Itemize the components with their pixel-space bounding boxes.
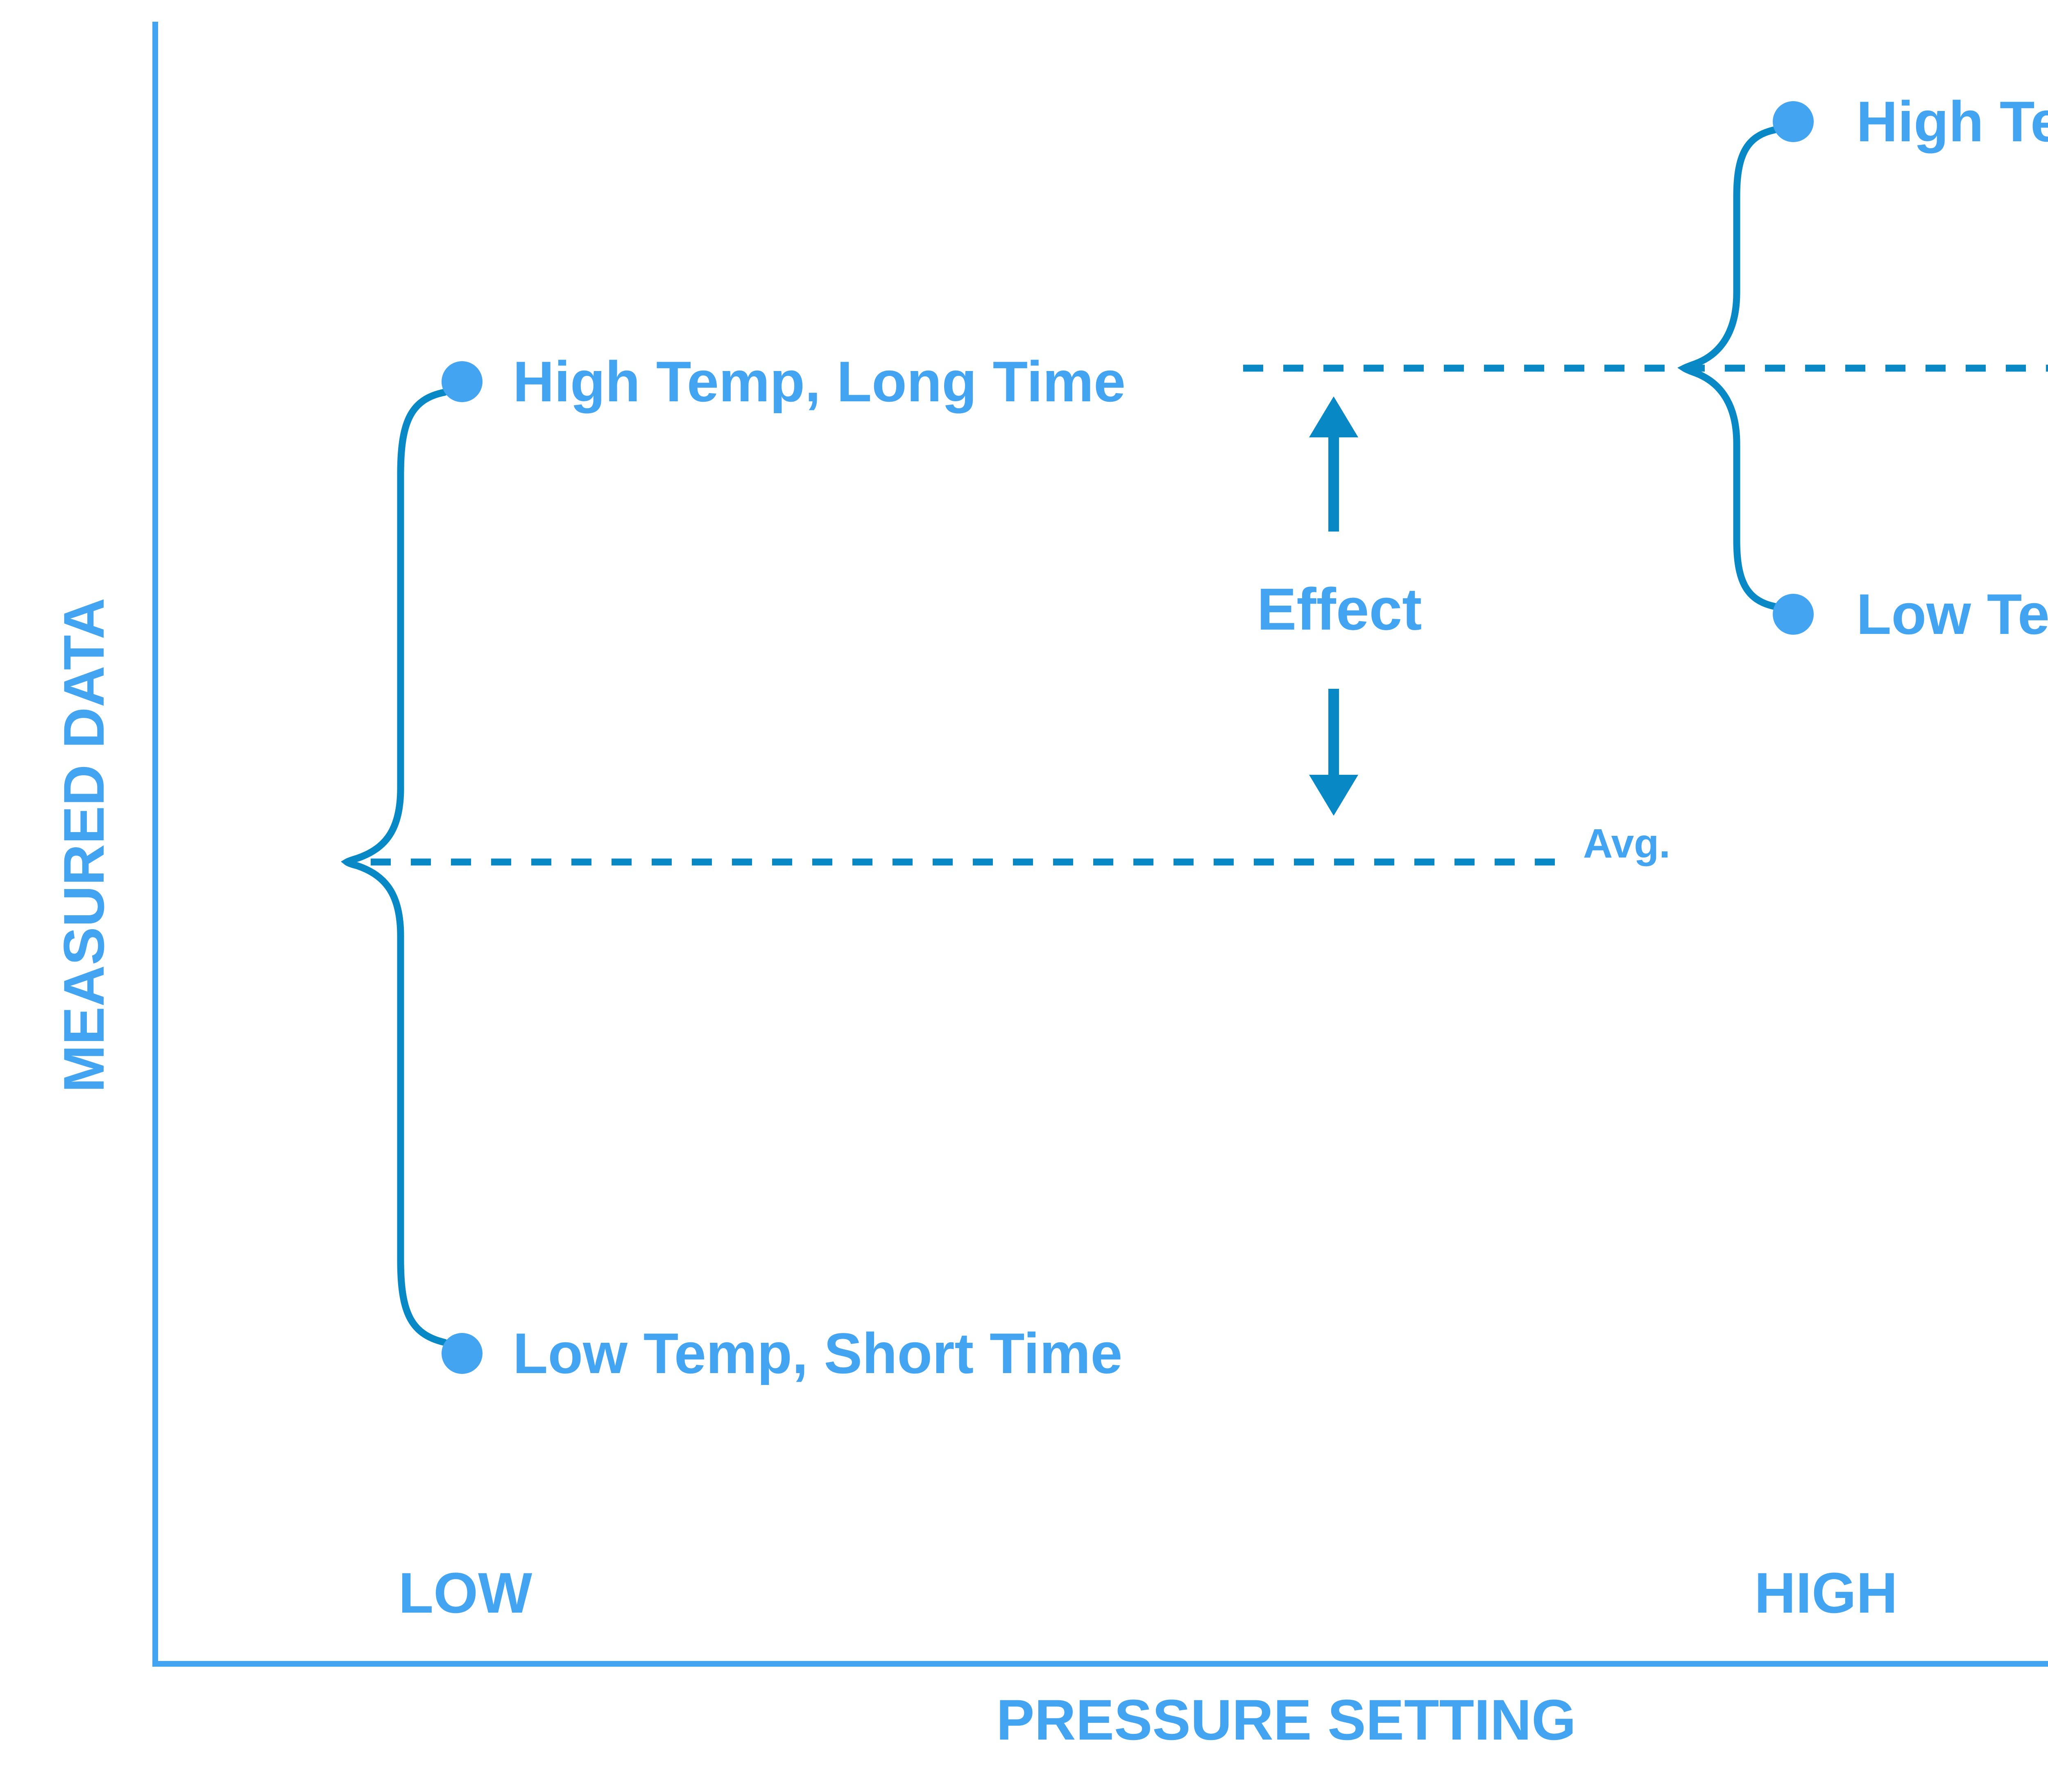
x-axis-title: PRESSURE SETTING — [996, 1688, 1576, 1752]
label-high-temp-short-time: High Temp, Short Time — [1856, 89, 2048, 154]
point-high-temp-short-time — [1773, 101, 1814, 142]
avg-label-low-group: Avg. — [1583, 821, 1670, 867]
point-high-temp-long-time — [442, 361, 483, 402]
x-tick-low: LOW — [398, 1561, 532, 1625]
y-axis-line — [152, 22, 158, 1667]
x-axis-line — [152, 1661, 2048, 1667]
effect-label: Effect — [1257, 576, 1422, 643]
label-low-temp-long-time: Low Temp, Long Time — [1856, 582, 2048, 646]
label-high-temp-long-time: High Temp, Long Time — [513, 349, 1126, 414]
point-low-temp-long-time — [1773, 594, 1814, 635]
x-tick-high: HIGH — [1754, 1561, 1898, 1625]
effect-arrow-up-icon — [1309, 396, 1358, 532]
point-low-temp-short-time — [442, 1333, 483, 1374]
brace-low-group — [341, 389, 448, 1346]
effect-arrow-down-icon — [1309, 689, 1358, 816]
y-axis-title: MEASURED DATA — [52, 597, 116, 1093]
brace-high-group — [1677, 126, 1778, 610]
label-low-temp-short-time: Low Temp, Short Time — [513, 1321, 1123, 1385]
